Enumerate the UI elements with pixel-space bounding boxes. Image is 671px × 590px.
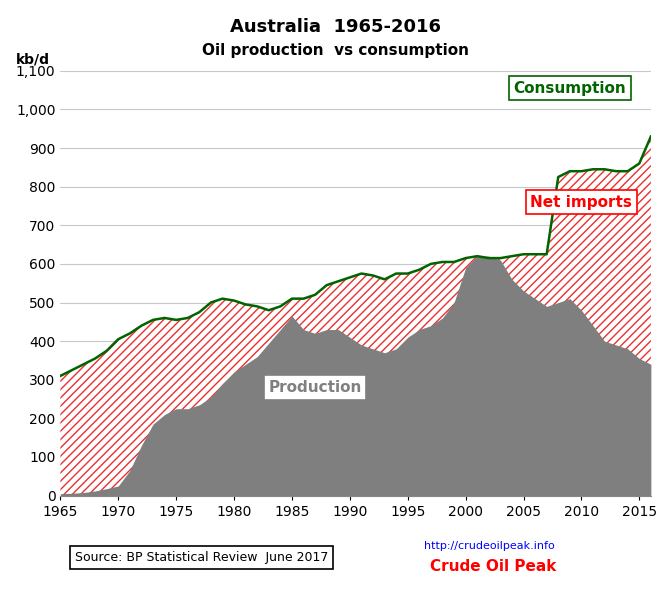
Text: Net imports: Net imports bbox=[531, 195, 632, 209]
Text: Consumption: Consumption bbox=[513, 81, 626, 96]
Text: http://crudeoilpeak.info: http://crudeoilpeak.info bbox=[425, 541, 555, 550]
Text: kb/d: kb/d bbox=[16, 53, 50, 67]
Text: Source: BP Statistical Review  June 2017: Source: BP Statistical Review June 2017 bbox=[74, 551, 328, 564]
Text: Crude Oil Peak: Crude Oil Peak bbox=[430, 559, 556, 574]
Text: Australia  1965-2016: Australia 1965-2016 bbox=[230, 18, 441, 35]
Text: Oil production  vs consumption: Oil production vs consumption bbox=[202, 42, 469, 58]
Text: Production: Production bbox=[268, 380, 362, 395]
